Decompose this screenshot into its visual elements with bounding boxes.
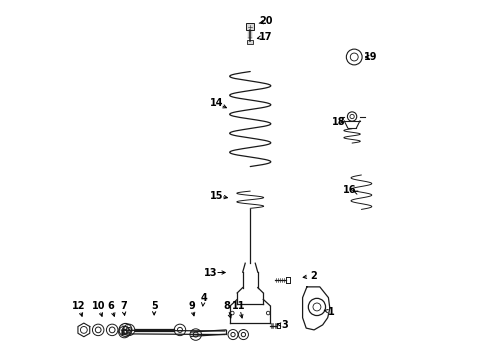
Text: 19: 19	[363, 52, 377, 62]
Text: 20: 20	[259, 17, 272, 27]
Text: 15: 15	[209, 191, 223, 201]
Text: 14: 14	[209, 98, 223, 108]
Text: 5: 5	[150, 301, 157, 311]
Text: 12: 12	[72, 301, 85, 311]
Text: 1: 1	[327, 307, 334, 317]
Text: 4: 4	[200, 293, 206, 303]
Bar	[246, 40, 253, 44]
Text: 10: 10	[92, 301, 105, 311]
Text: 9: 9	[188, 301, 194, 311]
Text: 6: 6	[107, 301, 114, 311]
Text: 2: 2	[309, 271, 316, 281]
Text: 17: 17	[258, 32, 271, 41]
Text: 18: 18	[331, 117, 345, 127]
Text: 13: 13	[203, 267, 217, 278]
Bar	[246, 23, 254, 30]
Text: 11: 11	[232, 301, 245, 311]
Text: 8: 8	[224, 301, 230, 311]
Text: 16: 16	[342, 185, 355, 195]
Text: 7: 7	[120, 301, 126, 311]
Text: 3: 3	[281, 320, 287, 329]
